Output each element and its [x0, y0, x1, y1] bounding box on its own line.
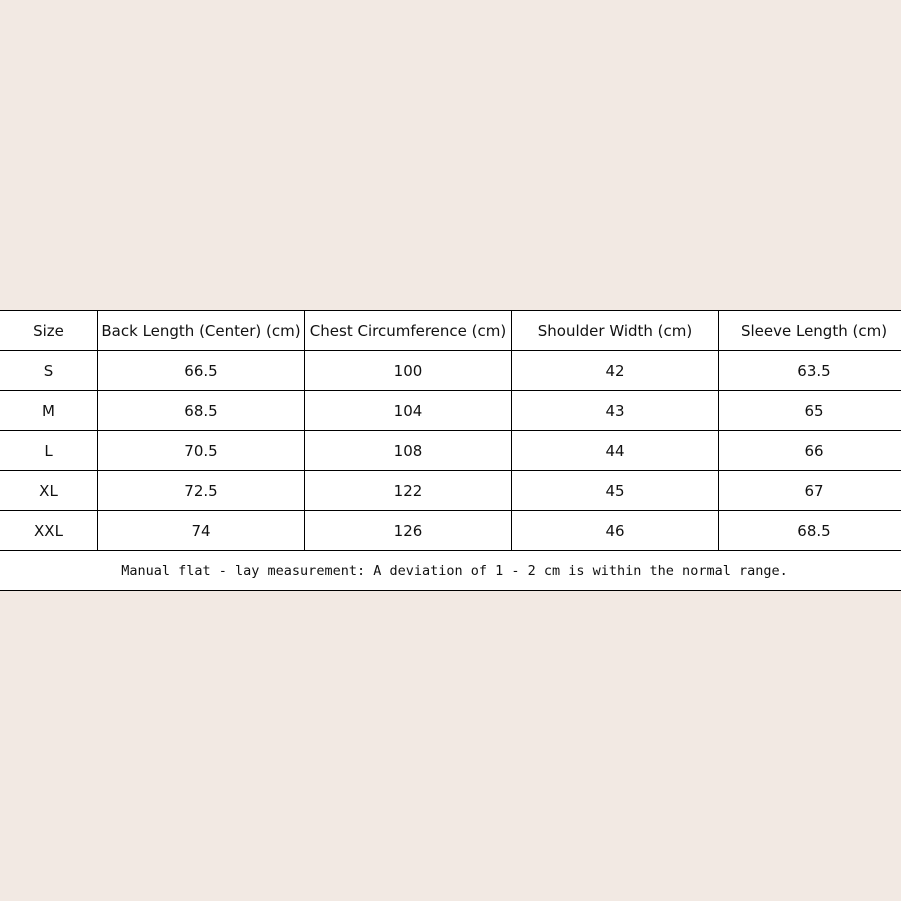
table-cell: 65 — [718, 390, 901, 431]
table-cell: 43 — [511, 390, 719, 431]
table-cell: XXL — [0, 510, 98, 551]
table-cell: 45 — [511, 470, 719, 511]
header-cell: Size — [0, 310, 98, 351]
table-cell: 68.5 — [718, 510, 901, 551]
header-cell: Sleeve Length (cm) — [718, 310, 901, 351]
table-cell: 70.5 — [97, 430, 305, 471]
table-row: M 68.5 104 43 65 — [0, 390, 901, 431]
table-cell: 126 — [304, 510, 512, 551]
table-cell: 108 — [304, 430, 512, 471]
table-row: XL 72.5 122 45 67 — [0, 470, 901, 511]
header-cell: Back Length (Center) (cm) — [97, 310, 305, 351]
table-row: S 66.5 100 42 63.5 — [0, 350, 901, 391]
table-cell: 68.5 — [97, 390, 305, 431]
table-cell: L — [0, 430, 98, 471]
table-cell: 63.5 — [718, 350, 901, 391]
table-row: L 70.5 108 44 66 — [0, 430, 901, 471]
table-cell: 104 — [304, 390, 512, 431]
table-cell: 100 — [304, 350, 512, 391]
measurement-note: Manual flat - lay measurement: A deviati… — [0, 550, 901, 591]
table-cell: M — [0, 390, 98, 431]
table-cell: XL — [0, 470, 98, 511]
size-chart-table: Size Back Length (Center) (cm) Chest Cir… — [0, 310, 901, 591]
table-cell: 66 — [718, 430, 901, 471]
note-row: Manual flat - lay measurement: A deviati… — [0, 550, 901, 591]
table-cell: 74 — [97, 510, 305, 551]
table-cell: S — [0, 350, 98, 391]
table-cell: 46 — [511, 510, 719, 551]
header-cell: Chest Circumference (cm) — [304, 310, 512, 351]
header-row: Size Back Length (Center) (cm) Chest Cir… — [0, 310, 901, 351]
table-cell: 44 — [511, 430, 719, 471]
table-cell: 42 — [511, 350, 719, 391]
table-cell: 122 — [304, 470, 512, 511]
table-cell: 72.5 — [97, 470, 305, 511]
table-cell: 67 — [718, 470, 901, 511]
table-cell: 66.5 — [97, 350, 305, 391]
header-cell: Shoulder Width (cm) — [511, 310, 719, 351]
table-row: XXL 74 126 46 68.5 — [0, 510, 901, 551]
